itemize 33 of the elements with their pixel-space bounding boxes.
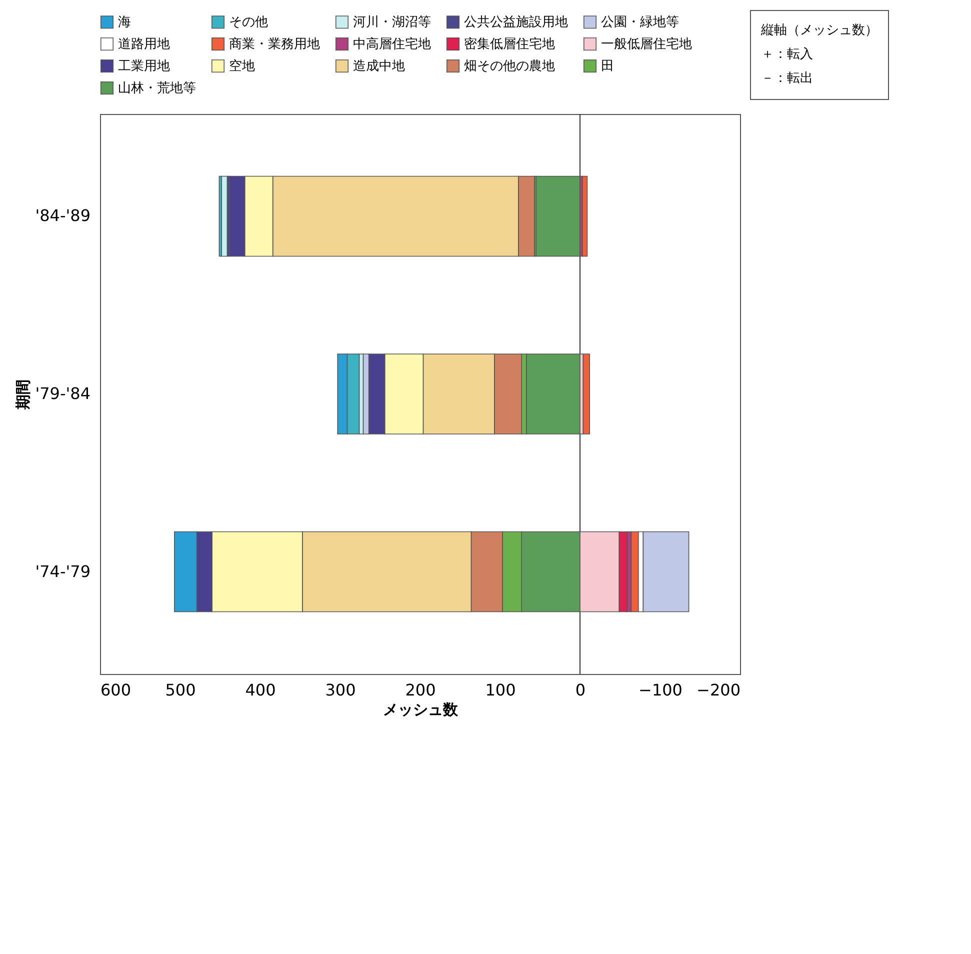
legend-label: 一般低層住宅地 [601, 36, 692, 52]
legend-label: 中高層住宅地 [353, 36, 431, 52]
x-tick-label: 500 [165, 680, 196, 700]
legend-label: 田 [601, 59, 614, 74]
legend-label: 空地 [229, 59, 255, 74]
legend-label: 畑その他の農地 [464, 59, 555, 74]
x-axis-title: メッシュ数 [383, 700, 459, 718]
x-tick-label: 300 [325, 680, 356, 700]
x-tick-label: 600 [100, 680, 132, 700]
x-tick-label: −100 [638, 680, 682, 700]
y-tick-label: '74-'79 [35, 562, 90, 581]
legend-label: 工業用地 [118, 59, 170, 74]
legend-label: 海 [118, 15, 131, 30]
legend-label: 密集低層住宅地 [464, 36, 555, 52]
legend-label: 公園・緑地等 [601, 15, 679, 30]
legend-label: 道路用地 [118, 37, 170, 52]
legend-label: 公共公益施設用地 [464, 15, 568, 30]
x-tick-label: 200 [405, 680, 436, 700]
legend-label: 商業・業務用地 [229, 37, 320, 52]
text: －：転出 [761, 70, 814, 88]
legend-label: 山林・荒地等 [118, 81, 196, 96]
legend-label: その他 [229, 15, 268, 30]
legend-label: 河川・湖沼等 [353, 15, 431, 30]
y-tick-label: '79-'84 [35, 384, 90, 403]
text: ＋：転入 [761, 46, 814, 64]
text: 縦軸（メッシュ数） [761, 22, 878, 40]
x-tick-label: 100 [485, 680, 516, 700]
x-tick-label: 400 [245, 680, 276, 700]
x-tick-label: 0 [575, 680, 586, 700]
y-axis-title: 期間 [14, 380, 32, 410]
x-tick-label: −200 [696, 680, 740, 700]
legend-label: 造成中地 [353, 59, 405, 74]
y-tick-label: '84-'89 [35, 206, 90, 226]
